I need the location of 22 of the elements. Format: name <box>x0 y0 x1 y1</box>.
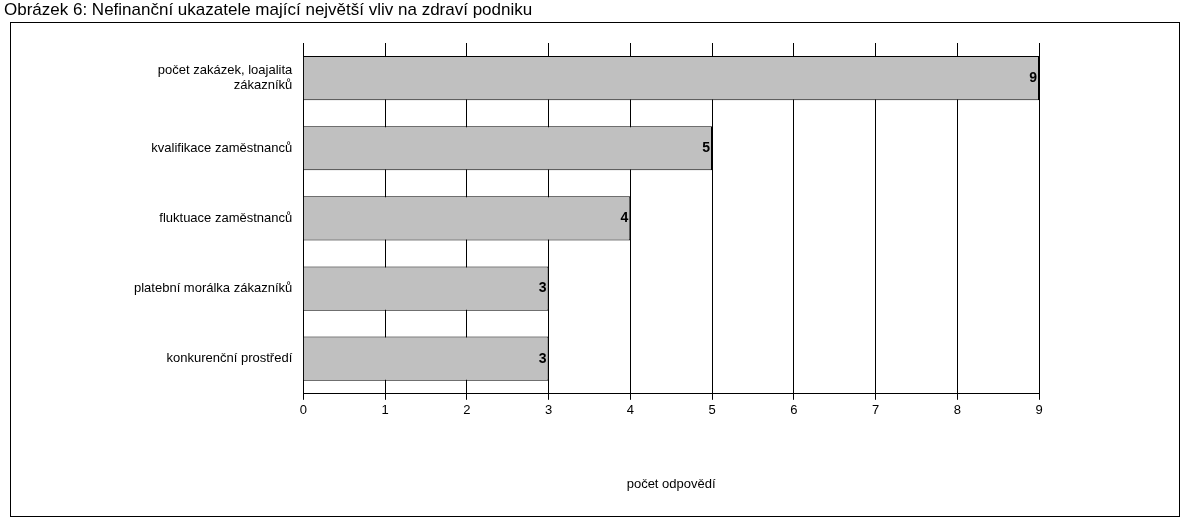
x-tick-label: 1 <box>381 402 389 418</box>
data-label: 3 <box>538 349 547 366</box>
data-label: 3 <box>538 279 547 296</box>
y-tick-label: počet zakázek, loajalita zákazníků <box>157 61 294 93</box>
x-tick-label: 9 <box>1035 402 1043 418</box>
x-tick-label: 3 <box>544 402 553 418</box>
y-tick-label: fluktuace zaměstnanců <box>159 209 293 225</box>
y-tick-label: kvalifikace zaměstnanců <box>151 139 293 155</box>
x-tick-label: 2 <box>463 402 471 418</box>
x-tick-label: 6 <box>790 402 798 418</box>
data-label: 5 <box>702 139 711 156</box>
x-tick-label: 0 <box>299 402 307 418</box>
x-tick-label: 7 <box>871 402 880 418</box>
y-tick-label: konkurenční prostředí <box>166 350 293 366</box>
x-axis-title: počet odpovědí <box>626 475 716 491</box>
y-tick-label: platební morálka zákazníků <box>133 280 293 296</box>
chart-title: Obrázek 6: Nefinanční ukazatele mající největší vliv na zdraví podniku <box>4 0 533 20</box>
data-label: 9 <box>1029 68 1038 85</box>
data-label: 4 <box>620 209 629 226</box>
x-tick-label: 5 <box>708 402 716 418</box>
x-tick-label: 4 <box>626 402 634 418</box>
x-tick-label: 8 <box>953 402 961 418</box>
